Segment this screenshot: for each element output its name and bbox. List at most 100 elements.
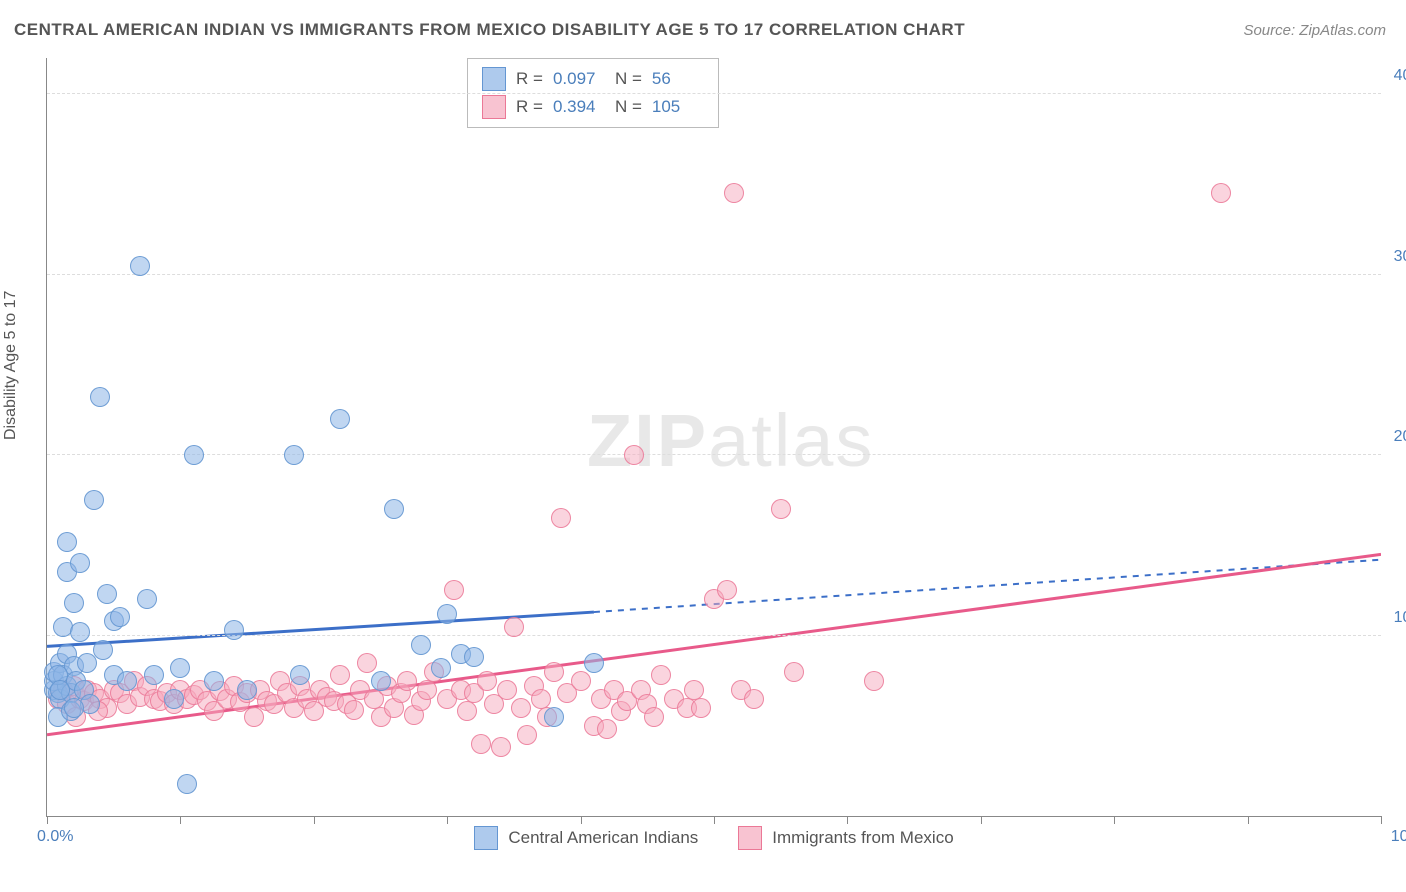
data-point [624, 445, 644, 465]
data-point [397, 671, 417, 691]
x-tick [714, 816, 715, 824]
data-point [290, 665, 310, 685]
legend-item-blue: Central American Indians [474, 826, 698, 850]
data-point [1211, 183, 1231, 203]
data-point [864, 671, 884, 691]
legend-swatch-blue-icon [474, 826, 498, 850]
data-point [544, 662, 564, 682]
data-point [344, 700, 364, 720]
data-point [471, 734, 491, 754]
data-point [144, 665, 164, 685]
data-point [70, 622, 90, 642]
legend-label-blue: Central American Indians [508, 828, 698, 848]
data-point [84, 490, 104, 510]
watermark: ZIPatlas [587, 398, 874, 483]
data-point [64, 593, 84, 613]
data-point [431, 658, 451, 678]
y-axis-label: Disability Age 5 to 17 [2, 291, 20, 440]
data-point [551, 508, 571, 528]
data-point [93, 640, 113, 660]
swatch-blue-icon [482, 67, 506, 91]
data-point [477, 671, 497, 691]
y-tick-label: 10.0% [1394, 609, 1406, 627]
data-point [644, 707, 664, 727]
data-point [64, 698, 84, 718]
data-point [417, 680, 437, 700]
data-point [357, 653, 377, 673]
data-point [411, 635, 431, 655]
x-tick [180, 816, 181, 824]
x-tick [981, 816, 982, 824]
data-point [384, 499, 404, 519]
legend-label-pink: Immigrants from Mexico [772, 828, 953, 848]
data-point [511, 698, 531, 718]
plot-area: ZIPatlas R = 0.097 N = 56 R = 0.394 N = … [46, 58, 1381, 817]
x-tick [1381, 816, 1382, 824]
data-point [164, 689, 184, 709]
data-point [130, 256, 150, 276]
x-axis-max-label: 100.0% [1391, 828, 1406, 846]
x-tick [847, 816, 848, 824]
data-point [371, 671, 391, 691]
data-point [784, 662, 804, 682]
data-point [50, 680, 70, 700]
chart-container: CENTRAL AMERICAN INDIAN VS IMMIGRANTS FR… [0, 0, 1406, 892]
data-point [744, 689, 764, 709]
data-point [491, 737, 511, 757]
x-tick [447, 816, 448, 824]
x-tick [47, 816, 48, 824]
data-point [724, 183, 744, 203]
legend-swatch-pink-icon [738, 826, 762, 850]
data-point [544, 707, 564, 727]
swatch-pink-icon [482, 95, 506, 119]
gridline [47, 635, 1381, 636]
data-point [651, 665, 671, 685]
data-point [284, 445, 304, 465]
data-point [237, 680, 257, 700]
data-point [57, 532, 77, 552]
data-point [137, 589, 157, 609]
data-point [531, 689, 551, 709]
x-tick [581, 816, 582, 824]
data-point [584, 653, 604, 673]
data-point [771, 499, 791, 519]
y-tick-label: 30.0% [1394, 248, 1406, 266]
data-point [464, 647, 484, 667]
y-tick-label: 20.0% [1394, 428, 1406, 446]
data-point [504, 617, 524, 637]
data-point [571, 671, 591, 691]
data-point [497, 680, 517, 700]
data-point [457, 701, 477, 721]
data-point [244, 707, 264, 727]
chart-title: CENTRAL AMERICAN INDIAN VS IMMIGRANTS FR… [14, 20, 965, 40]
data-point [597, 719, 617, 739]
x-tick [314, 816, 315, 824]
data-point [97, 584, 117, 604]
data-point [717, 580, 737, 600]
data-point [224, 620, 244, 640]
bottom-legend: Central American Indians Immigrants from… [47, 826, 1381, 850]
data-point [684, 680, 704, 700]
y-tick-label: 40.0% [1394, 67, 1406, 85]
data-point [691, 698, 711, 718]
gridline [47, 454, 1381, 455]
data-point [184, 445, 204, 465]
x-tick [1114, 816, 1115, 824]
stats-row-pink: R = 0.394 N = 105 [482, 93, 704, 121]
data-point [177, 774, 197, 794]
source-label: Source: ZipAtlas.com [1243, 22, 1386, 39]
data-point [517, 725, 537, 745]
data-point [90, 387, 110, 407]
data-point [330, 409, 350, 429]
data-point [117, 671, 137, 691]
gridline [47, 93, 1381, 94]
x-tick [1248, 816, 1249, 824]
data-point [70, 553, 90, 573]
data-point [444, 580, 464, 600]
data-point [204, 671, 224, 691]
data-point [110, 607, 130, 627]
data-point [170, 658, 190, 678]
gridline [47, 274, 1381, 275]
legend-item-pink: Immigrants from Mexico [738, 826, 953, 850]
data-point [330, 665, 350, 685]
